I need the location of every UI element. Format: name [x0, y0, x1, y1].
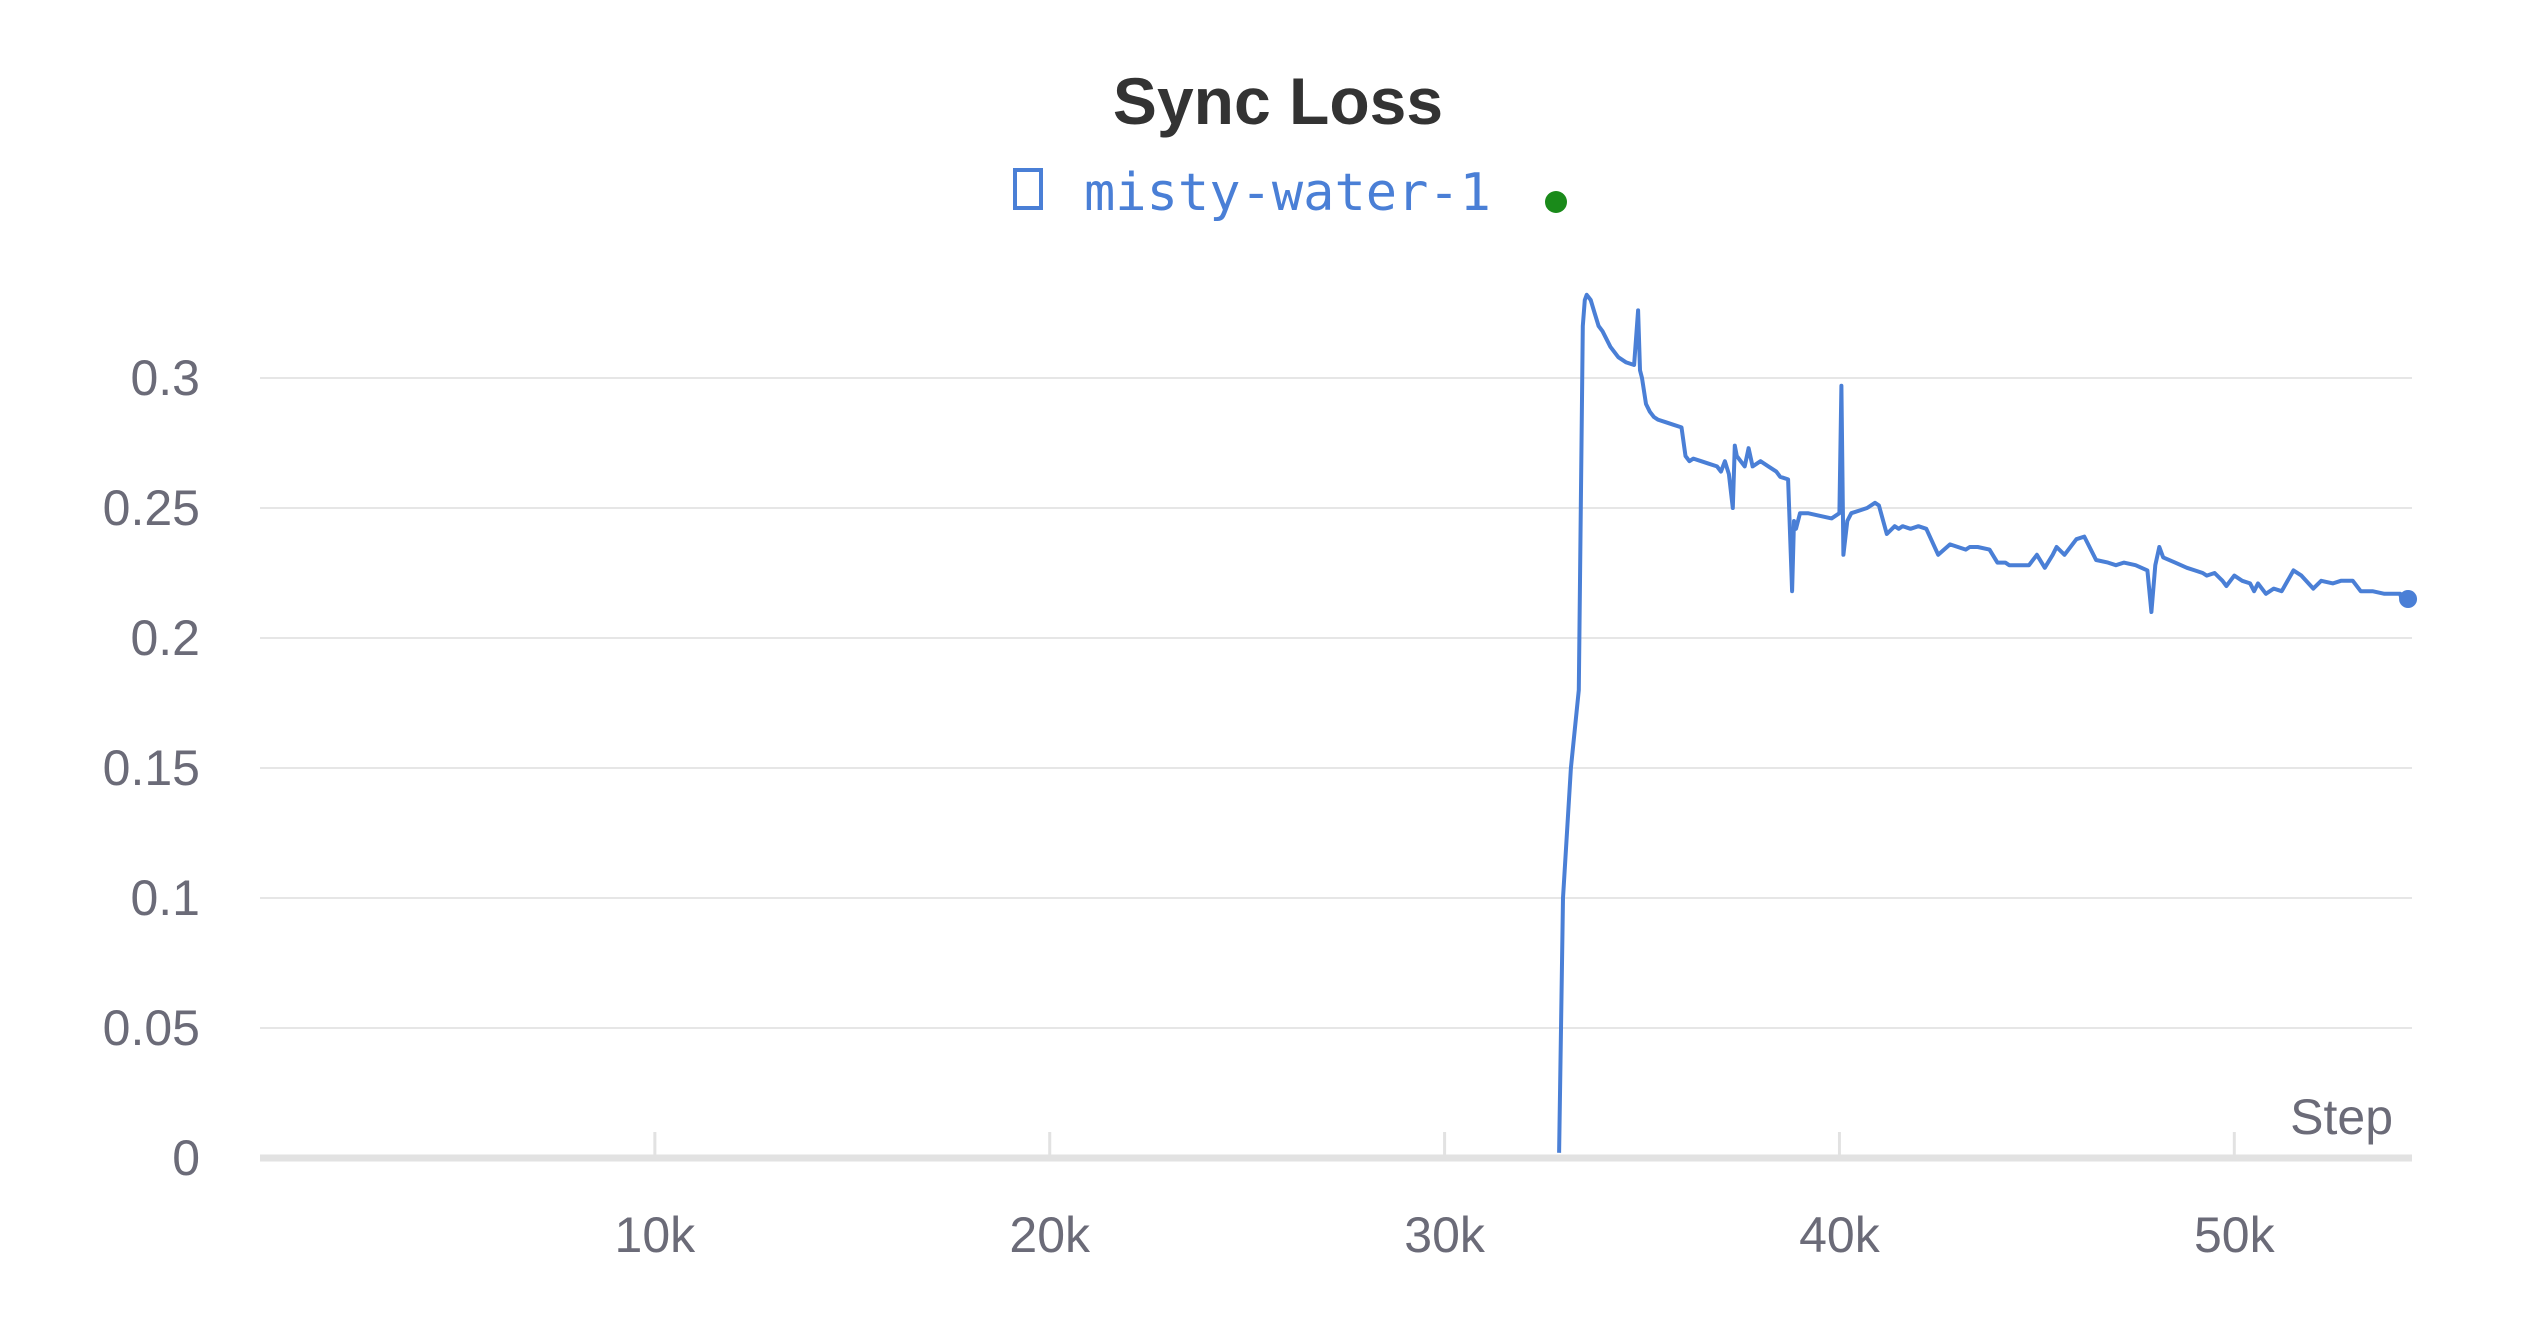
y-tick-label: 0.15 [103, 740, 200, 796]
y-tick-label: 0.3 [130, 350, 200, 406]
x-tick-label: 30k [1404, 1207, 1486, 1263]
legend: misty-water-1 [1013, 163, 1567, 223]
y-tick-label: 0.2 [130, 610, 200, 666]
series-layer [1557, 292, 2418, 1153]
run-status-dot-icon [1545, 191, 1567, 213]
series-line[interactable] [1557, 292, 2410, 1153]
series-endpoint-marker[interactable] [2399, 590, 2418, 608]
x-tick-label: 40k [1799, 1207, 1881, 1263]
x-tick-label: 50k [2194, 1207, 2276, 1263]
x-tick-label: 10k [615, 1207, 697, 1263]
y-tick-label: 0.1 [130, 870, 200, 926]
legend-swatch-icon[interactable] [1013, 168, 1043, 210]
x-axis: 10k 20k 30k 40k 50k [260, 1132, 2412, 1263]
x-tick-label: 20k [1009, 1207, 1091, 1263]
y-tick-label: 0.05 [103, 1000, 200, 1056]
legend-series-label[interactable]: misty-water-1 [1084, 163, 1491, 223]
y-tick-label: 0.25 [103, 480, 200, 536]
y-axis: 0 0.05 0.1 0.15 0.2 0.25 0.3 [103, 350, 200, 1186]
chart-title: Sync Loss [1113, 64, 1443, 138]
x-axis-label: Step [2290, 1089, 2393, 1145]
grid-lines [260, 377, 2412, 1029]
y-tick-label: 0 [172, 1130, 200, 1186]
